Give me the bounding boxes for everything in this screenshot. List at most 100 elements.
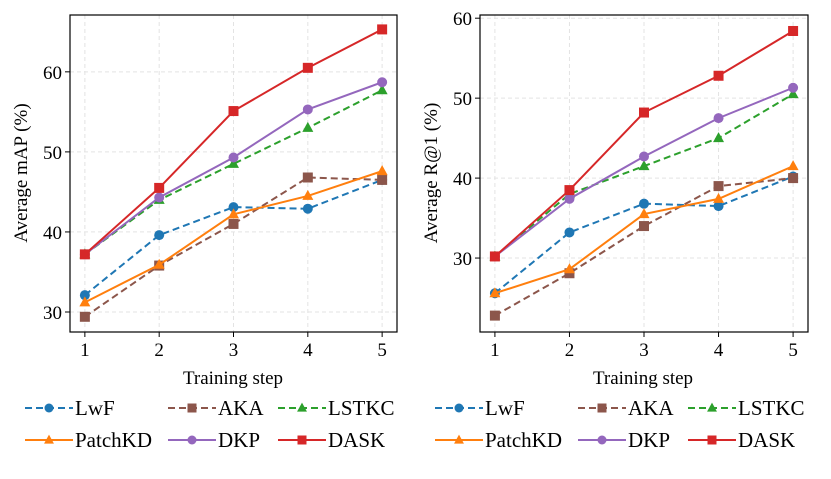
data-point — [563, 263, 575, 274]
data-point — [79, 249, 90, 260]
chart-map: Training step Average mAP (%) 1 2 3 4 5 30 40 5… — [11, 14, 398, 452]
legend-label: LSTKC — [738, 396, 805, 420]
data-point — [787, 88, 799, 99]
y-axis-label: Average R@1 (%) — [421, 103, 442, 244]
series-patchkd — [79, 165, 388, 307]
legend-label: LSTKC — [328, 396, 395, 420]
data-point — [228, 202, 239, 213]
legend-marker — [44, 403, 54, 413]
legend-label: LwF — [485, 396, 525, 420]
y-tick-label: 30 — [43, 303, 62, 324]
series-dask — [79, 24, 388, 260]
data-point — [788, 173, 799, 184]
data-point — [489, 310, 500, 321]
series-dask — [489, 25, 799, 262]
data-point — [302, 62, 313, 73]
legend-marker — [597, 403, 607, 413]
legend-marker — [187, 435, 197, 445]
legend-item-aka: AKA — [578, 396, 674, 420]
legend-marker — [454, 434, 464, 444]
data-point — [377, 174, 388, 185]
legend-label: PatchKD — [485, 428, 562, 452]
y-tick-label: 60 — [43, 63, 62, 84]
legend-marker — [597, 435, 607, 445]
data-point — [302, 121, 314, 132]
axes-frame — [479, 14, 809, 333]
legend-item-dkp: DKP — [578, 428, 670, 452]
data-point — [638, 160, 650, 171]
y-tick-label: 50 — [453, 89, 472, 110]
data-point — [228, 208, 239, 219]
legend-marker — [297, 402, 307, 412]
legend-marker — [707, 402, 717, 412]
chart-r1: Training step Average R@1 (%) 1 2 3 4 5 30 40 5… — [421, 9, 809, 452]
series-line — [84, 89, 383, 256]
data-point — [564, 185, 575, 196]
legend-item-lwf: LwF — [25, 396, 115, 420]
data-point — [787, 160, 799, 171]
data-point — [713, 201, 724, 212]
data-point — [228, 157, 239, 168]
data-point — [489, 287, 501, 298]
data-point — [713, 113, 724, 124]
data-point — [228, 152, 239, 163]
data-point — [228, 218, 239, 229]
y-tick-label: 30 — [453, 249, 472, 270]
data-point — [153, 258, 165, 269]
data-point — [154, 182, 165, 193]
data-point — [302, 104, 313, 115]
data-point — [376, 84, 388, 95]
legend-item-lstkc: LSTKC — [688, 396, 805, 420]
legend-label: DKP — [628, 428, 670, 452]
data-point — [713, 181, 724, 192]
data-point — [79, 311, 90, 322]
legend-marker — [297, 435, 307, 445]
data-point — [639, 221, 649, 232]
data-point — [489, 251, 500, 262]
legend-item-patchkd: PatchKD — [435, 428, 562, 452]
data-point — [302, 189, 314, 200]
legend-marker — [454, 403, 464, 413]
data-point — [713, 132, 725, 143]
x-tick-label: 5 — [377, 340, 387, 361]
legend-marker — [187, 403, 197, 413]
x-tick-label: 3 — [229, 340, 239, 361]
legend-item-dask: DASK — [278, 428, 385, 452]
data-point — [377, 24, 388, 35]
data-point — [639, 198, 649, 209]
x-tick-label: 1 — [80, 340, 90, 361]
x-tick-label: 2 — [565, 340, 575, 361]
data-point — [376, 165, 388, 176]
legend: LwF AKA LSTKC PatchKD DKP DASK — [25, 396, 395, 452]
legend-label: DASK — [738, 428, 795, 452]
y-tick-label: 40 — [453, 169, 472, 190]
data-point — [639, 107, 649, 118]
data-point — [79, 290, 90, 301]
series-line — [84, 176, 383, 318]
legend-label: DASK — [328, 428, 385, 452]
y-axis-label: Average mAP (%) — [11, 103, 32, 242]
legend-marker — [707, 435, 717, 445]
legend-label: PatchKD — [75, 428, 152, 452]
legend-item-dask: DASK — [688, 428, 795, 452]
x-tick-label: 3 — [639, 340, 649, 361]
series-patchkd — [489, 160, 799, 298]
legend-label: LwF — [75, 396, 115, 420]
data-point — [564, 193, 575, 204]
axes-frame — [69, 14, 398, 333]
data-point — [639, 151, 649, 162]
legend-item-lwf: LwF — [435, 396, 525, 420]
legend-marker — [44, 434, 54, 444]
data-point — [377, 77, 388, 88]
data-point — [788, 25, 799, 36]
data-point — [302, 203, 313, 214]
data-point — [638, 208, 650, 219]
x-tick-label: 4 — [303, 340, 313, 361]
x-tick-label: 1 — [490, 340, 500, 361]
series-line — [494, 177, 794, 317]
data-point — [154, 192, 165, 203]
legend-item-patchkd: PatchKD — [25, 428, 152, 452]
data-point — [154, 230, 165, 241]
data-point — [713, 192, 725, 203]
